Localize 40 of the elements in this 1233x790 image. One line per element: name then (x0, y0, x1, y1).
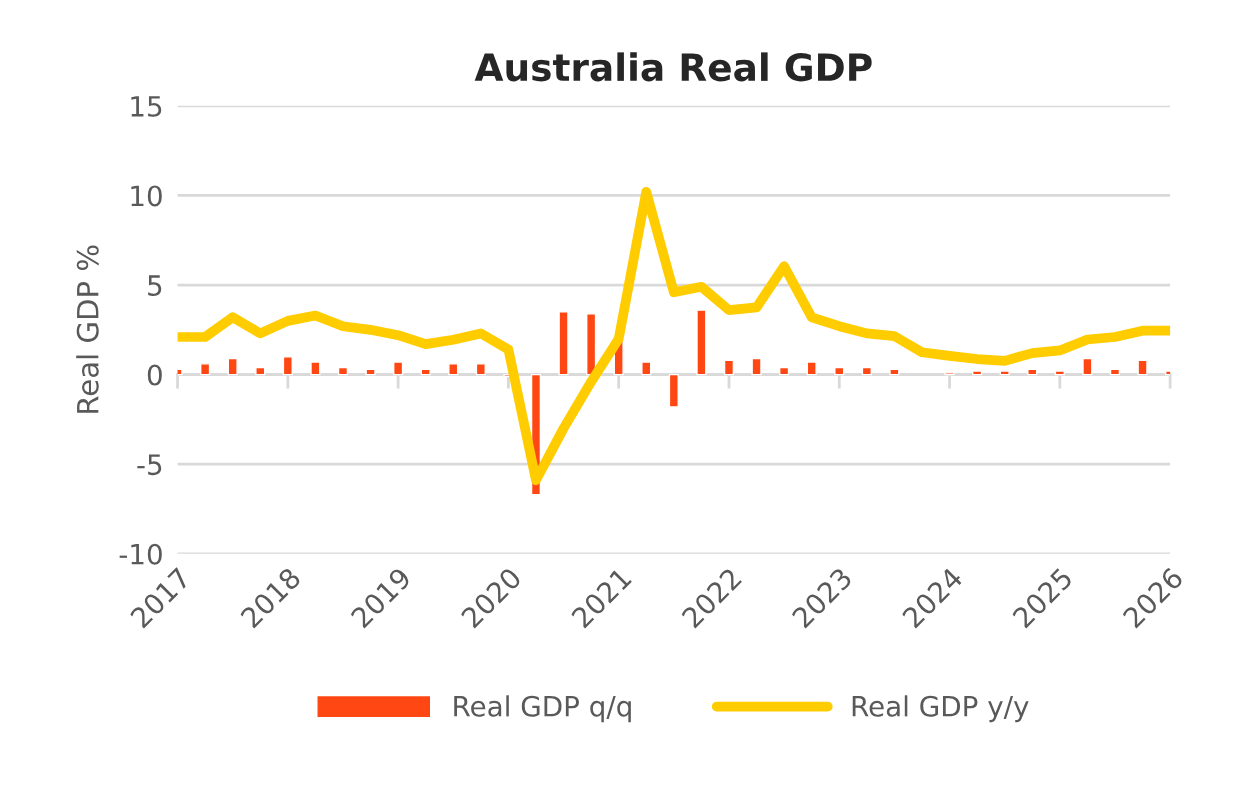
bar (227, 357, 238, 376)
chart-title: Australia Real GDP (474, 52, 872, 82)
bar (1137, 359, 1148, 376)
bar (999, 370, 1010, 376)
bar (558, 311, 569, 376)
bar (337, 366, 349, 376)
bar (779, 366, 790, 376)
bar (200, 363, 211, 376)
bar (1027, 368, 1038, 376)
bar (668, 373, 679, 408)
bar (282, 356, 293, 376)
bar (972, 370, 983, 376)
y-tick-label: -10 (119, 543, 162, 565)
bar (475, 363, 486, 376)
bar (1109, 368, 1121, 376)
bar (420, 368, 431, 376)
bar (641, 361, 652, 376)
y-tick-label: 15 (131, 96, 162, 117)
bar (365, 368, 376, 376)
legend-label: Real GDP q/q (454, 695, 631, 723)
bar (834, 366, 845, 376)
bar (586, 313, 597, 376)
bar (889, 368, 900, 376)
bar (806, 361, 817, 376)
y-tick-label: 10 (131, 185, 162, 207)
bar (723, 359, 735, 376)
y-tick-label: -5 (137, 454, 162, 476)
bar (310, 361, 321, 376)
bar (751, 357, 762, 376)
y-tick-label: 0 (147, 364, 162, 386)
y-tick-label: 5 (148, 275, 162, 296)
bar (861, 366, 872, 376)
y-axis-title: Real GDP % (76, 245, 99, 413)
bar (1054, 370, 1065, 376)
bar (393, 361, 404, 376)
bar (448, 363, 459, 376)
bar (696, 309, 707, 376)
bar (1082, 357, 1093, 376)
bar (255, 366, 266, 376)
legend-label: Real GDP y/y (852, 695, 1029, 723)
